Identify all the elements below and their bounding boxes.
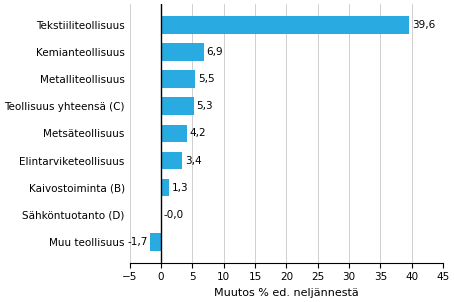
Text: -0,0: -0,0	[163, 210, 183, 220]
Text: 3,4: 3,4	[185, 156, 202, 165]
Bar	[161, 70, 195, 88]
Text: -1,7: -1,7	[127, 237, 148, 247]
Text: 1,3: 1,3	[172, 183, 188, 193]
Text: 5,3: 5,3	[197, 101, 213, 111]
X-axis label: Muutos % ed. neljännestä: Muutos % ed. neljännestä	[214, 288, 359, 298]
Bar	[150, 233, 161, 251]
Bar	[161, 124, 187, 142]
Bar	[161, 16, 410, 34]
Text: 39,6: 39,6	[412, 20, 435, 30]
Bar	[161, 43, 204, 61]
Text: 4,2: 4,2	[190, 128, 207, 138]
Bar	[161, 179, 169, 197]
Text: 5,5: 5,5	[198, 74, 215, 84]
Bar	[161, 97, 194, 115]
Bar	[161, 152, 182, 169]
Text: 6,9: 6,9	[207, 47, 223, 57]
